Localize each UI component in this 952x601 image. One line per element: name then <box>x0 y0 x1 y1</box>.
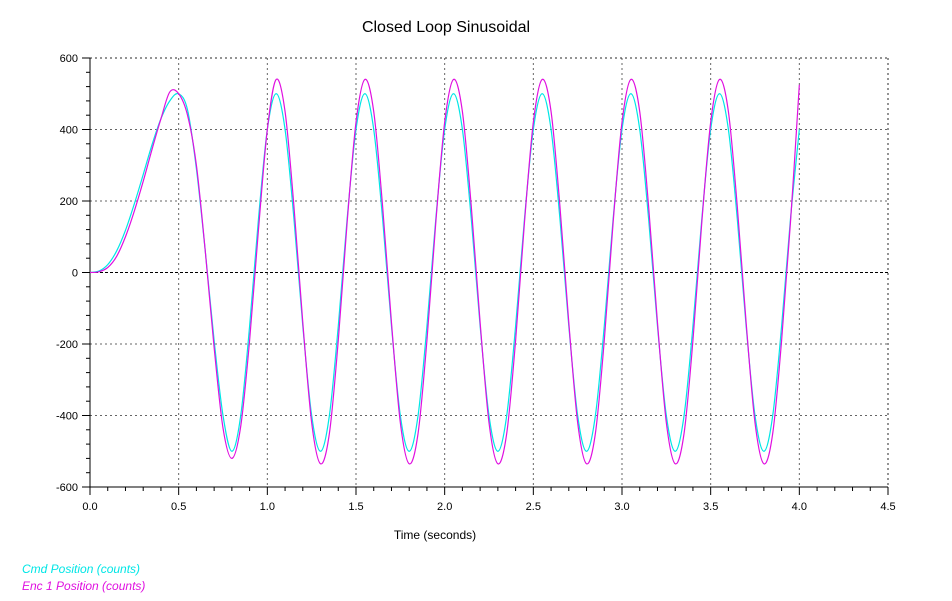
x-tick-label: 3.0 <box>614 501 629 513</box>
legend-enc1-position: Enc 1 Position (counts) <box>22 579 146 593</box>
x-tick-label: 3.5 <box>703 501 718 513</box>
y-tick-label: 0 <box>72 268 78 280</box>
x-tick-label: 4.0 <box>792 501 807 513</box>
legend-cmd-position: Cmd Position (counts) <box>22 562 141 576</box>
y-tick-label: 200 <box>60 196 78 208</box>
x-tick-label: 2.5 <box>526 501 541 513</box>
x-axis-ticks: 0.0 0.5 1.0 1.5 2.0 2.5 3.0 3.5 4.0 4.5 <box>82 487 896 513</box>
y-tick-label: -600 <box>56 482 78 494</box>
chart-title: Closed Loop Sinusoidal <box>362 19 530 36</box>
x-tick-label: 1.5 <box>348 501 363 513</box>
x-axis-label: Time (seconds) <box>394 528 476 542</box>
y-tick-label: 600 <box>60 53 78 65</box>
y-tick-label: -400 <box>56 411 78 423</box>
y-tick-label: -200 <box>56 339 78 351</box>
x-tick-label: 2.0 <box>437 501 452 513</box>
x-tick-label: 1.0 <box>260 501 275 513</box>
series-line-enc1-position <box>89 78 800 465</box>
series-line-cmd-position <box>89 92 800 452</box>
y-axis-ticks: 600 400 200 0 -200 -400 -600 <box>56 53 90 494</box>
y-tick-label: 400 <box>60 125 78 137</box>
x-tick-label: 4.5 <box>880 501 895 513</box>
x-tick-label: 0.0 <box>82 501 97 513</box>
x-tick-label: 0.5 <box>171 501 186 513</box>
series-lines <box>89 78 800 465</box>
